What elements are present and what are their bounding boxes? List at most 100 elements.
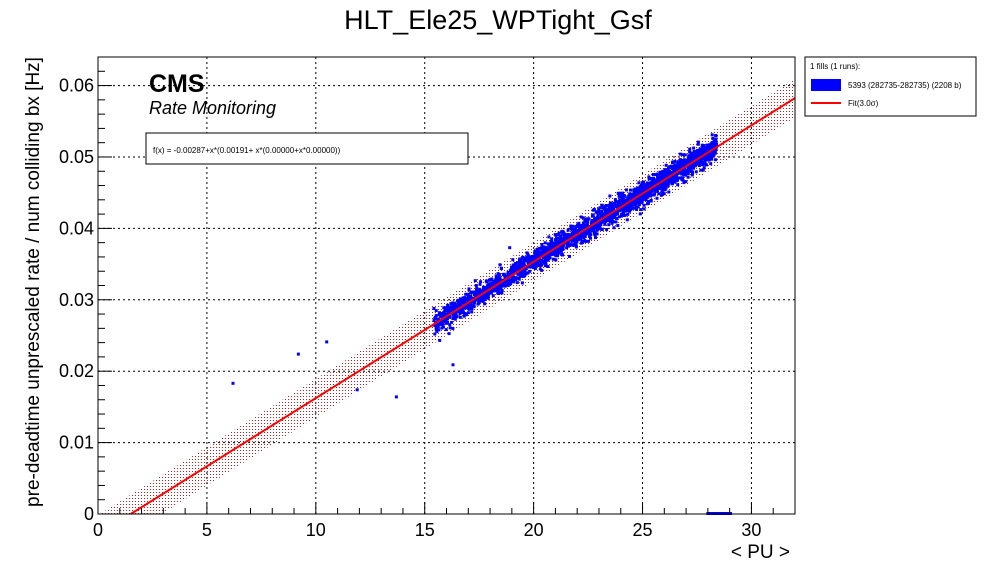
- data-point: [586, 223, 589, 226]
- y-tick-label: 0: [84, 504, 94, 524]
- data-point: [694, 164, 697, 167]
- data-point-outlier: [232, 382, 235, 385]
- data-point: [528, 270, 531, 273]
- data-point: [435, 314, 438, 317]
- data-point: [499, 263, 502, 266]
- data-point-outlier: [356, 388, 359, 391]
- data-point: [643, 204, 646, 207]
- data-point: [691, 174, 694, 177]
- data-point: [628, 207, 631, 210]
- data-point: [696, 154, 699, 157]
- data-point: [689, 167, 692, 170]
- data-point: [562, 246, 565, 249]
- data-point: [451, 327, 454, 330]
- x-tick-label: 15: [415, 520, 435, 540]
- data-point: [492, 294, 495, 297]
- data-point: [521, 256, 524, 259]
- data-point: [661, 170, 664, 173]
- data-point: [663, 181, 666, 184]
- data-point: [607, 219, 610, 222]
- data-point: [544, 241, 547, 244]
- data-point: [561, 254, 564, 257]
- data-point: [616, 224, 619, 227]
- data-point: [514, 264, 517, 267]
- data-point: [450, 321, 453, 324]
- data-point: [710, 155, 713, 158]
- data-point: [668, 170, 671, 173]
- data-point: [545, 249, 548, 252]
- data-point: [554, 258, 557, 261]
- data-point: [502, 273, 505, 276]
- data-point: [459, 312, 462, 315]
- data-point: [706, 158, 709, 161]
- data-point-outlier: [547, 235, 550, 238]
- data-point: [672, 160, 675, 163]
- data-point: [715, 135, 718, 138]
- data-point: [681, 160, 684, 163]
- data-point: [540, 260, 543, 263]
- data-point: [688, 151, 691, 154]
- data-point: [461, 308, 464, 311]
- data-point: [449, 302, 452, 305]
- x-tick-label: 5: [202, 520, 212, 540]
- data-point: [643, 207, 646, 210]
- y-tick-label: 0.05: [59, 147, 94, 167]
- data-point-outlier: [325, 340, 328, 343]
- data-point: [519, 273, 522, 276]
- data-point: [699, 162, 702, 165]
- data-point-outlier: [452, 363, 455, 366]
- data-point: [674, 180, 677, 183]
- x-tick-label: 25: [633, 520, 653, 540]
- data-point: [615, 213, 618, 216]
- data-point: [604, 209, 607, 212]
- data-point: [570, 244, 573, 247]
- data-point: [709, 162, 712, 165]
- data-point: [657, 187, 660, 190]
- legend: 1 fills (1 runs): 5393 (282735-282735) (…: [805, 57, 976, 116]
- data-point: [656, 189, 659, 192]
- data-point: [682, 179, 685, 182]
- data-point: [488, 279, 491, 282]
- data-point: [589, 233, 592, 236]
- data-point: [567, 229, 570, 232]
- data-point: [642, 196, 645, 199]
- data-point: [633, 200, 636, 203]
- data-point: [614, 200, 617, 203]
- data-point: [618, 198, 621, 201]
- data-point-outlier: [661, 193, 664, 196]
- data-point: [695, 170, 698, 173]
- data-point: [656, 197, 659, 200]
- data-point: [566, 235, 569, 238]
- data-point: [677, 160, 680, 163]
- data-point: [679, 164, 682, 167]
- data-point: [625, 188, 628, 191]
- data-point: [551, 251, 554, 254]
- data-point: [555, 254, 558, 257]
- data-point: [600, 204, 603, 207]
- data-points: [232, 133, 733, 515]
- legend-swatch-series: [811, 79, 841, 91]
- data-point: [597, 213, 600, 216]
- data-point: [681, 153, 684, 156]
- data-point: [703, 166, 706, 169]
- data-point: [619, 195, 622, 198]
- data-point: [699, 169, 702, 172]
- data-point-outlier: [508, 246, 511, 249]
- axes: 0 5 10 15 20 25 3000.010.020.030.040.050.06: [59, 57, 795, 540]
- data-point: [485, 280, 488, 283]
- data-point: [540, 264, 543, 267]
- data-point: [620, 215, 623, 218]
- data-point: [580, 216, 583, 219]
- data-point: [479, 280, 482, 283]
- data-point: [511, 258, 514, 261]
- data-point-outlier: [395, 395, 398, 398]
- data-point: [448, 332, 451, 335]
- legend-label-series: 5393 (282735-282735) (2208 b): [848, 81, 962, 90]
- data-point: [521, 281, 524, 284]
- x-tick-label: 0: [93, 520, 103, 540]
- data-point: [518, 259, 521, 262]
- data-point: [497, 272, 500, 275]
- data-point: [491, 283, 494, 286]
- data-point: [675, 176, 678, 179]
- y-tick-label: 0.01: [59, 433, 94, 453]
